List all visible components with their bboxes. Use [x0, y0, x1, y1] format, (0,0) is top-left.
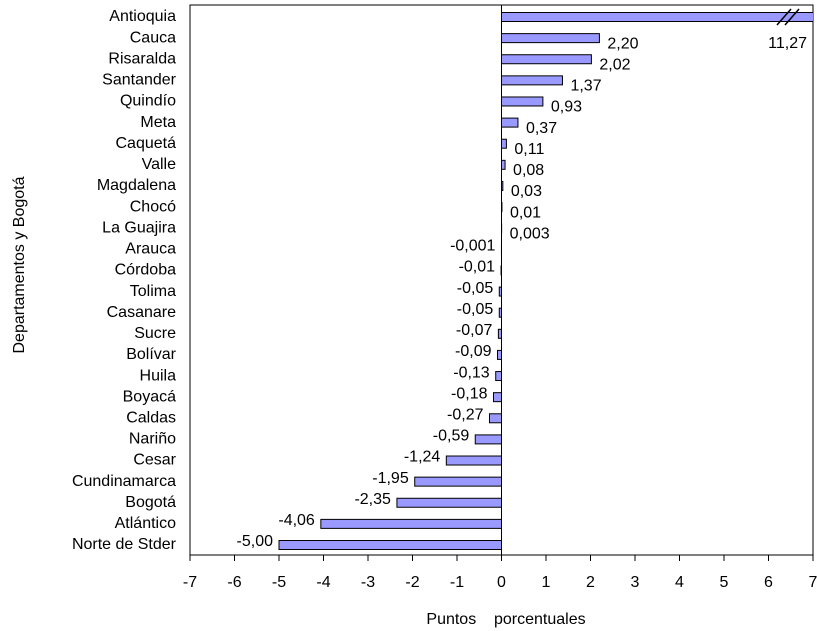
value-label: -0,05	[457, 280, 494, 297]
bar	[498, 307, 502, 318]
bar	[492, 392, 502, 403]
y-tick-label: Tolima	[130, 283, 176, 300]
bar	[501, 117, 519, 128]
value-label: 0,01	[510, 204, 541, 221]
y-tick-label: Arauca	[125, 241, 176, 258]
y-tick-label: Santander	[102, 72, 177, 89]
bar	[501, 180, 504, 191]
y-tick-label: Atlántico	[115, 515, 176, 532]
x-tick-label: 6	[764, 574, 773, 591]
value-label: -0,07	[456, 322, 493, 339]
bars	[278, 12, 813, 550]
y-tick-label: Cundinamarca	[72, 473, 176, 490]
y-tick-label: Casanare	[107, 304, 176, 321]
value-label: 0,11	[514, 141, 544, 158]
value-label: -0,13	[453, 364, 490, 381]
y-tick-label: Meta	[140, 114, 176, 131]
y-tick-label: Norte de Stder	[72, 536, 177, 553]
bar	[445, 455, 503, 466]
y-tick-label: Cesar	[133, 452, 176, 469]
y-tick-label: Boyacá	[123, 388, 176, 405]
bar	[501, 96, 544, 107]
bar	[488, 413, 502, 424]
bar	[498, 286, 502, 297]
bar	[501, 138, 507, 149]
bar	[474, 434, 502, 445]
value-label: 0,03	[511, 183, 542, 200]
bar	[414, 476, 503, 487]
value-label: 0,93	[551, 99, 582, 116]
y-tick-label: Sucre	[134, 325, 176, 342]
value-label: 2,20	[607, 35, 638, 52]
bar	[497, 328, 503, 339]
y-axis-title: Departamentos y Bogotá	[11, 176, 28, 353]
axis-break	[776, 8, 792, 26]
axis-break	[784, 8, 800, 26]
bar	[320, 518, 502, 529]
value-label: -4,06	[278, 512, 315, 529]
x-tick-label: 3	[631, 574, 640, 591]
value-label: -0,001	[450, 238, 495, 255]
y-tick-label: Cauca	[130, 29, 176, 46]
y-tick-label: Risaralda	[108, 50, 176, 67]
bar	[495, 371, 502, 382]
value-label: -5,00	[237, 533, 274, 550]
value-label: -0,01	[459, 259, 496, 276]
x-tick-label: -2	[405, 574, 419, 591]
y-tick-label: Nariño	[129, 431, 176, 448]
x-axis-title: Puntos porcentuales	[426, 611, 585, 628]
bar	[501, 75, 563, 86]
x-tick-label: -7	[183, 574, 197, 591]
value-label: 0,37	[526, 120, 557, 137]
bar	[501, 159, 506, 170]
y-tick-label: Caquetá	[116, 135, 177, 152]
y-tick-label: La Guajira	[102, 219, 176, 236]
y-tick-label: Chocó	[130, 198, 176, 215]
value-label: -0,59	[433, 428, 470, 445]
value-label: 1,37	[570, 78, 601, 95]
x-tick-label: 0	[497, 574, 506, 591]
bar	[501, 12, 813, 22]
value-label: -1,24	[404, 449, 441, 466]
y-tick-label: Magdalena	[97, 177, 176, 194]
value-label: 0,003	[510, 225, 550, 242]
x-tick-label: 7	[809, 574, 817, 591]
y-tick-label: Quindío	[120, 93, 176, 110]
value-label: -0,18	[451, 385, 488, 402]
bar	[496, 349, 502, 360]
y-tick-label: Bolívar	[126, 346, 176, 363]
x-tick-label: -3	[361, 574, 375, 591]
x-tick-label: -5	[272, 574, 286, 591]
value-label: -2,35	[354, 491, 391, 508]
y-tick-label: Antioquia	[109, 8, 176, 25]
value-label: 0,08	[513, 162, 544, 179]
value-label: -0,05	[457, 301, 494, 318]
x-tick-label: -6	[227, 574, 241, 591]
y-tick-label: Valle	[142, 156, 176, 173]
x-tick-label: 5	[720, 574, 729, 591]
x-tick-label: -1	[450, 574, 464, 591]
bar	[278, 540, 502, 550]
value-label: 2,02	[599, 56, 630, 73]
value-label: -0,27	[447, 406, 484, 423]
y-tick-label: Caldas	[126, 409, 176, 426]
x-tick-label: 2	[586, 574, 595, 591]
value-label: -0,09	[455, 343, 492, 360]
value-label: -1,95	[372, 470, 409, 487]
x-tick-label: -4	[316, 574, 330, 591]
y-tick-label: Huila	[140, 367, 177, 384]
y-tick-label: Bogotá	[125, 494, 176, 511]
bar	[396, 497, 502, 508]
value-label: 11,27	[768, 35, 807, 52]
x-tick-label: 1	[542, 574, 551, 591]
y-tick-label: Córdoba	[115, 262, 176, 279]
bar	[501, 33, 600, 44]
x-tick-label: 4	[675, 574, 684, 591]
bar	[501, 54, 592, 65]
